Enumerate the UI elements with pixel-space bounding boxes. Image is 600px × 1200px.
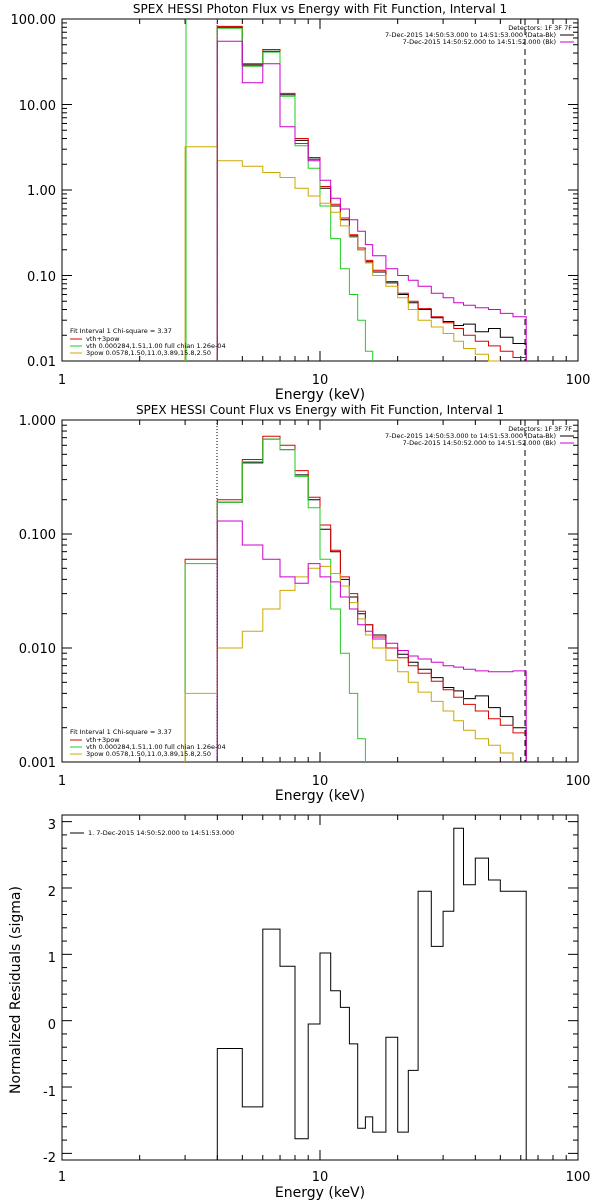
panel3-ylabel: Normalized Residuals (sigma) bbox=[8, 886, 24, 1094]
panel2-title: SPEX HESSI Count Flux vs Energy with Fit… bbox=[136, 403, 504, 417]
panel1-legend-line-2: 7-Dec-2015 14:50:52.000 to 14:51:52.000 … bbox=[403, 38, 556, 46]
panel2-ytick-1: 0.010 bbox=[19, 642, 56, 657]
spex-figure: SPEX HESSI Photon Flux vs Energy with Fi… bbox=[0, 0, 600, 1200]
panel2-xtick-1: 10 bbox=[312, 774, 329, 789]
panel1-legend-bottomleft: Fit Interval 1 Chi-square = 3.37 vth+3po… bbox=[70, 327, 226, 357]
panel3-ytick-1: -1 bbox=[43, 1085, 56, 1100]
series-0-3-line bbox=[185, 147, 500, 361]
panel3-xlabel: Energy (keV) bbox=[275, 1185, 365, 1200]
count-flux-panel: SPEX HESSI Count Flux vs Energy with Fit… bbox=[19, 403, 591, 804]
panel1-ytick-2: 1.00 bbox=[27, 184, 56, 199]
panel2-ytick-0: 0.001 bbox=[19, 756, 56, 771]
panel1-xtick-0: 1 bbox=[58, 373, 66, 388]
panel2-fit-line-3: 3pow 0.0578,1.50,11.0,3.89,15.8,2.50 bbox=[86, 750, 211, 758]
panel1-legend-topright: Detectors: 1F 3F 7F 7-Dec-2015 14:50:53.… bbox=[385, 24, 574, 46]
panel2-xtick-2: 100 bbox=[566, 774, 591, 789]
series-1-2-line bbox=[185, 439, 365, 762]
panel1-ytick-1: 0.10 bbox=[27, 270, 56, 285]
series-0-0-line bbox=[217, 27, 526, 361]
series-1-0-line bbox=[217, 439, 526, 762]
panel1-fit-line-3: 3pow 0.0578,1.50,11.0,3.89,15.8,2.50 bbox=[86, 349, 211, 357]
panel3-legend-label: 1. 7-Dec-2015 14:50:52.000 to 14:51:53.0… bbox=[88, 829, 234, 837]
series-0-4-line bbox=[217, 41, 526, 361]
panel3-series bbox=[217, 828, 526, 1160]
panel1-xtick-2: 100 bbox=[566, 373, 591, 388]
panel3-xtick-0: 1 bbox=[58, 1170, 66, 1185]
series-1-1-line bbox=[185, 436, 526, 762]
panel1-fit-heading: Fit Interval 1 Chi-square = 3.37 bbox=[70, 327, 172, 335]
series-1-4-line bbox=[217, 521, 526, 762]
panel2-series bbox=[185, 436, 526, 762]
panel1-series bbox=[185, 26, 526, 361]
panel3-legend: 1. 7-Dec-2015 14:50:52.000 to 14:51:53.0… bbox=[70, 829, 234, 837]
panel2-ytick-3: 1.000 bbox=[19, 414, 56, 429]
panel1-xlabel: Energy (keV) bbox=[275, 387, 365, 403]
series-2-0-line bbox=[217, 828, 526, 1160]
panel1-xtick-1: 10 bbox=[312, 373, 329, 388]
panel3-xtick-2: 100 bbox=[566, 1170, 591, 1185]
panel3-ytick-5: 3 bbox=[48, 818, 56, 833]
residuals-panel: -2 -1 0 1 2 3 1 10 100 Energy (keV) Norm… bbox=[8, 815, 590, 1200]
panel3-ytick-2: 0 bbox=[48, 1018, 56, 1033]
panel2-legend-line-2: 7-Dec-2015 14:50:52.000 to 14:51:52.000 … bbox=[403, 439, 556, 447]
panel1-ytick-3: 10.00 bbox=[19, 99, 56, 114]
panel2-legend-topright: Detectors: 1F 3F 7F 7-Dec-2015 14:50:53.… bbox=[385, 425, 574, 447]
panel2-legend-bottomleft: Fit Interval 1 Chi-square = 3.37 vth+3po… bbox=[70, 728, 226, 758]
series-0-2-line bbox=[217, 28, 372, 361]
panel3-xtick-1: 10 bbox=[312, 1170, 329, 1185]
panel2-xlabel: Energy (keV) bbox=[275, 788, 365, 804]
panel2-ytick-2: 0.100 bbox=[19, 528, 56, 543]
panel1-ytick-4: 100.00 bbox=[11, 13, 57, 28]
panel2-xtick-0: 1 bbox=[58, 774, 66, 789]
panel3-ytick-0: -2 bbox=[43, 1151, 56, 1166]
photon-flux-panel: SPEX HESSI Photon Flux vs Energy with Fi… bbox=[11, 2, 591, 403]
panel1-title: SPEX HESSI Photon Flux vs Energy with Fi… bbox=[133, 2, 507, 16]
panel3-ytick-3: 1 bbox=[48, 951, 56, 966]
panel2-fit-heading: Fit Interval 1 Chi-square = 3.37 bbox=[70, 728, 172, 736]
panel1-ytick-0: 0.01 bbox=[27, 355, 56, 370]
panel3-ytick-4: 2 bbox=[48, 885, 56, 900]
series-0-1-line bbox=[217, 26, 526, 361]
